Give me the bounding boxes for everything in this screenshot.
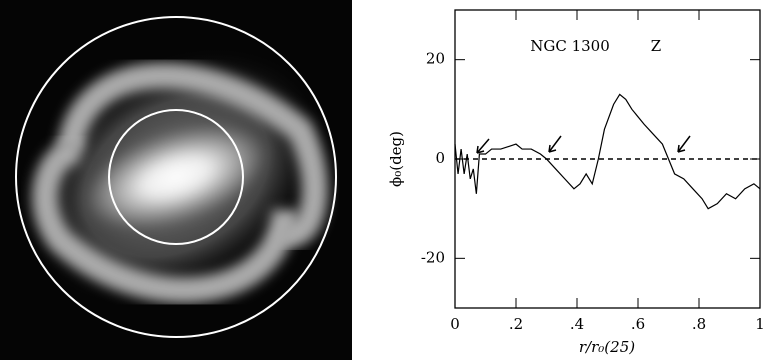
x-tick-label: 1 — [755, 315, 765, 333]
galaxy-image — [0, 0, 352, 360]
y-tick-label: -20 — [421, 248, 445, 266]
x-tick-label: .4 — [570, 315, 584, 333]
y-tick-label: 0 — [435, 149, 445, 167]
y-tick-label: 20 — [426, 50, 445, 68]
data-line — [454, 93, 761, 210]
arrows — [476, 135, 691, 154]
x-tick-label: .6 — [631, 315, 645, 333]
annotation: NGC 1300 — [530, 37, 610, 55]
x-axis-label: r/r₀(25) — [579, 338, 635, 356]
x-tick-label: 0 — [450, 315, 460, 333]
x-tick-label: .2 — [509, 315, 523, 333]
x-tick-label: .8 — [692, 315, 706, 333]
annotation: Z — [651, 37, 661, 55]
y-axis-label: ϕ₀(deg) — [387, 131, 405, 187]
